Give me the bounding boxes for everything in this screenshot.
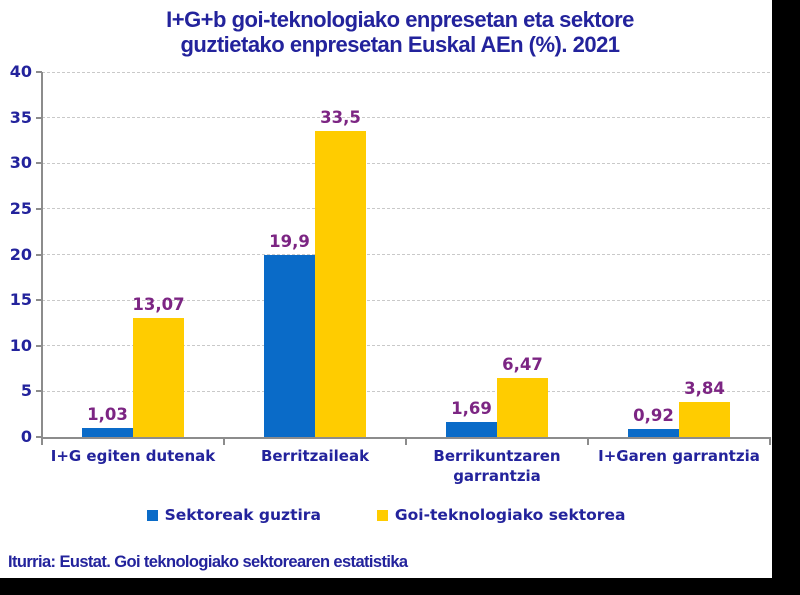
legend-label: Sektoreak guztira bbox=[164, 506, 321, 524]
bar bbox=[315, 131, 366, 437]
gridline bbox=[42, 390, 770, 392]
y-tick-label: 0 bbox=[20, 427, 32, 446]
x-axis-tick bbox=[41, 439, 43, 445]
y-axis-tick bbox=[36, 71, 42, 73]
bar-value-label: 1,03 bbox=[87, 404, 128, 424]
y-axis-tick bbox=[36, 207, 42, 210]
y-axis-tick bbox=[36, 436, 42, 438]
category-label: I+G egiten dutenak bbox=[50, 447, 216, 465]
x-axis-tick bbox=[587, 439, 589, 445]
y-tick-label: 10 bbox=[9, 335, 32, 355]
source-text: Iturria: Eustat. Goi teknologiako sektor… bbox=[8, 553, 408, 571]
bar-value-label: 1,69 bbox=[451, 398, 492, 418]
y-axis-tick bbox=[36, 299, 42, 302]
y-axis-line bbox=[41, 72, 43, 439]
category-label: Berrikuntzaren garrantzia bbox=[433, 447, 561, 485]
legend-swatch-icon bbox=[146, 509, 158, 521]
x-axis-tick bbox=[405, 439, 407, 445]
gridline bbox=[42, 162, 770, 164]
legend-item: Sektoreak guztira bbox=[146, 506, 321, 524]
frame-border-right bbox=[772, 0, 800, 595]
y-axis-tick bbox=[36, 344, 42, 347]
y-tick-label: 20 bbox=[9, 244, 32, 264]
chart-title: I+G+b goi-teknologiako enpresetan eta se… bbox=[0, 7, 800, 57]
bar-value-label: 13,07 bbox=[132, 294, 185, 314]
bar-value-label: 3,84 bbox=[684, 378, 725, 398]
frame-border-bottom bbox=[0, 578, 800, 595]
y-tick-label: 25 bbox=[9, 198, 32, 218]
y-tick-label: 35 bbox=[9, 107, 32, 127]
legend: Sektoreak guztira Goi-teknologiako sektor… bbox=[0, 506, 772, 524]
category-label: Berritzaileak bbox=[260, 447, 370, 465]
y-tick-label: 30 bbox=[9, 153, 32, 173]
bar bbox=[82, 427, 133, 437]
plot-area: 0 5 10 15 20 25 30 35 40 1,03 13,07 I+G egiten dute… bbox=[9, 62, 771, 485]
bar-value-label: 19,9 bbox=[269, 232, 310, 252]
bar-value-label: 6,47 bbox=[502, 354, 543, 374]
bar bbox=[628, 428, 679, 437]
y-axis-tick bbox=[36, 116, 42, 119]
category-label: I+Garen garrantzia bbox=[598, 447, 760, 465]
x-axis-tick bbox=[223, 439, 225, 445]
legend-swatch-icon bbox=[376, 509, 388, 521]
y-tick-label: 5 bbox=[20, 381, 32, 401]
legend-label: Goi-teknologiako sektorea bbox=[394, 506, 626, 524]
bar-value-label: 0,92 bbox=[633, 405, 674, 425]
y-axis-tick bbox=[36, 390, 42, 393]
bar bbox=[679, 401, 730, 437]
gridline bbox=[42, 254, 770, 255]
y-axis-tick bbox=[36, 162, 42, 165]
x-axis-tick bbox=[769, 439, 771, 445]
bar-value-label: 33,5 bbox=[320, 108, 361, 128]
y-tick-label: 40 bbox=[9, 62, 32, 81]
y-tick-label: 15 bbox=[9, 290, 32, 310]
gridline bbox=[42, 117, 770, 119]
gridline bbox=[42, 208, 770, 210]
legend-item: Goi-teknologiako sektorea bbox=[376, 506, 626, 524]
chart-title-line1: I+G+b goi-teknologiako enpresetan eta se… bbox=[166, 7, 634, 32]
gridline bbox=[42, 299, 770, 301]
bar bbox=[133, 317, 184, 437]
gridline bbox=[42, 345, 770, 347]
bar bbox=[446, 421, 497, 437]
chart-title-line2: guztietako enpresetan Euskal AEn (%). 20… bbox=[180, 32, 620, 57]
bar bbox=[497, 377, 548, 437]
bar bbox=[264, 255, 315, 437]
x-axis-line bbox=[41, 437, 771, 439]
gridline bbox=[42, 71, 770, 73]
y-axis-tick bbox=[36, 253, 42, 256]
